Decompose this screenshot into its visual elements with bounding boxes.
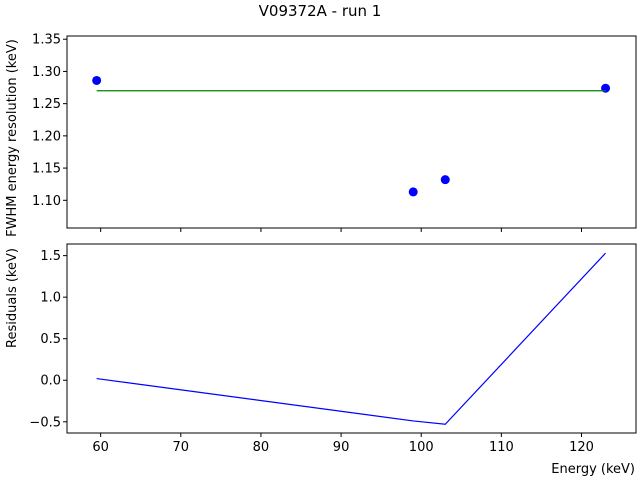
top-x-ticks: [100, 228, 583, 232]
bottom-panel: −0.5 0.0 0.5 1.0 1.5 60 70 80 90 100 110 120: [29, 243, 637, 455]
top-y-tick-label: 1.25: [32, 97, 61, 112]
x-axis-label: Energy (keV): [551, 462, 635, 477]
top-axes-frame: [66, 35, 637, 229]
top-y-tick-label: 1.35: [32, 33, 61, 48]
top-y-ticks: 1.10 1.15 1.20 1.25 1.30 1.35: [32, 33, 67, 209]
top-y-axis-label: FWHM energy resolution (keV): [5, 39, 20, 237]
top-y-tick-label: 1.15: [32, 162, 61, 177]
bottom-y-tick-label: 0.5: [40, 332, 61, 347]
bottom-x-tick-label: 90: [333, 440, 350, 455]
top-data-point: [408, 187, 418, 197]
bottom-y-tick-label: 1.0: [40, 291, 61, 306]
top-series-layer: [92, 75, 611, 197]
top-panel: 1.10 1.15 1.20 1.25 1.30 1.35: [32, 33, 637, 232]
top-y-tick-label: 1.10: [32, 194, 61, 209]
top-data-point: [440, 175, 450, 185]
bottom-y-tick-label: 0.0: [40, 374, 61, 389]
bottom-y-tick-label: −0.5: [29, 415, 61, 430]
top-y-tick-label: 1.20: [32, 129, 61, 144]
bottom-x-tick-label: 70: [173, 440, 190, 455]
bottom-x-tick-label: 110: [489, 440, 514, 455]
bottom-y-ticks: −0.5 0.0 0.5 1.0 1.5: [29, 249, 67, 430]
bottom-y-tick-label: 1.5: [40, 249, 61, 264]
bottom-series-line-0: [96, 252, 606, 425]
bottom-x-ticks: 60 70 80 90 100 110 120: [92, 433, 594, 455]
top-data-point: [92, 75, 102, 85]
figure-title: V09372A - run 1: [259, 2, 382, 20]
bottom-x-tick-label: 60: [92, 440, 109, 455]
top-y-tick-label: 1.30: [32, 65, 61, 80]
bottom-series-layer: [96, 252, 606, 425]
bottom-x-tick-label: 80: [253, 440, 270, 455]
bottom-x-tick-label: 120: [569, 440, 594, 455]
bottom-y-axis-label: Residuals (keV): [5, 248, 20, 348]
bottom-axes-frame: [66, 243, 637, 434]
bottom-x-tick-label: 100: [409, 440, 434, 455]
